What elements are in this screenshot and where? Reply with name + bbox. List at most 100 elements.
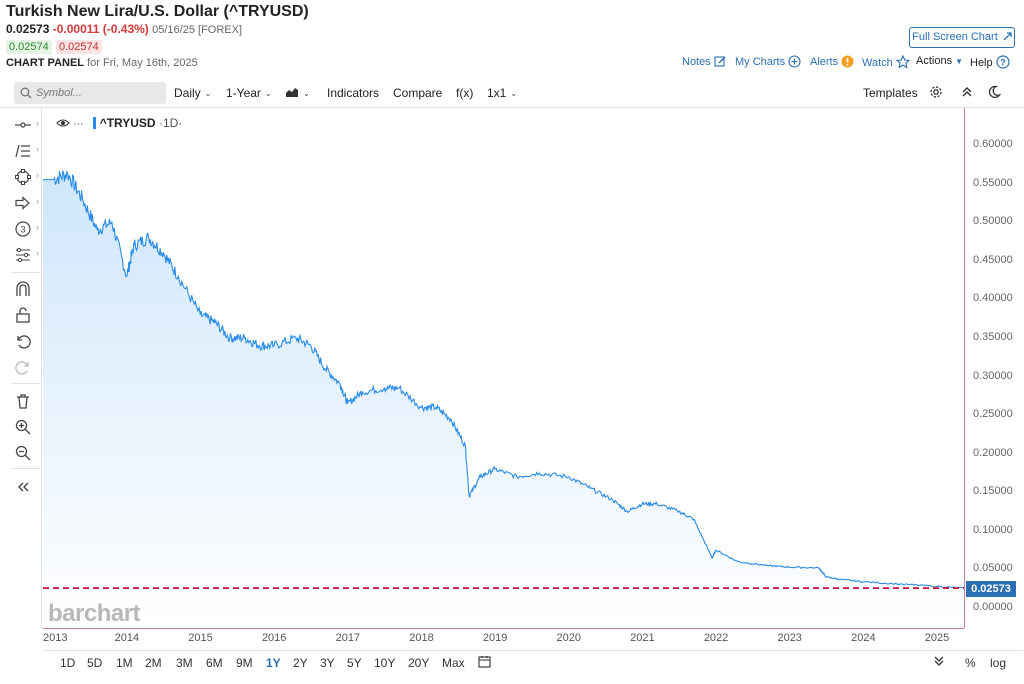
panel-date: for Fri, May 16th, 2025 xyxy=(87,57,198,69)
indicators-button[interactable]: Indicators xyxy=(327,86,380,100)
range-button-10y[interactable]: 10Y xyxy=(374,656,396,670)
range-button-2m[interactable]: 2M xyxy=(145,656,162,670)
star-icon xyxy=(895,54,911,69)
toolbar-divider xyxy=(0,107,1024,108)
watch-label: Watch xyxy=(862,57,893,69)
symbol-input[interactable] xyxy=(36,85,160,101)
watch-link[interactable]: Watch xyxy=(862,54,911,69)
magnet-tool[interactable] xyxy=(12,278,40,300)
collapse-toolbar-button[interactable] xyxy=(961,85,973,102)
price-tick-label: 0.05000 xyxy=(973,562,1013,575)
range-button-max[interactable]: Max xyxy=(442,656,465,670)
time-tick-label: 2016 xyxy=(261,632,287,644)
undo-button[interactable] xyxy=(12,330,40,352)
pattern-tool[interactable]: › xyxy=(12,244,40,266)
price-tick-label: 0.60000 xyxy=(973,138,1013,150)
chevron-down-icon: ⌄ xyxy=(303,89,310,98)
chart-type-dropdown[interactable]: ⌄ xyxy=(285,86,310,100)
symbol-search[interactable] xyxy=(14,82,166,104)
series-area-fill xyxy=(43,171,964,628)
layout-dropdown[interactable]: 1x1 ⌄ xyxy=(487,86,517,100)
shape-icon xyxy=(15,169,31,185)
alerts-label: Alerts xyxy=(810,56,839,68)
my-charts-link[interactable]: My Charts xyxy=(735,55,801,68)
help-link[interactable]: Help ? xyxy=(970,55,1010,69)
time-tick-label: 2013 xyxy=(43,632,68,644)
chevron-down-icon: ⌄ xyxy=(510,89,518,98)
ask-price: 0.02574 xyxy=(56,40,102,54)
price-tick-label: 0.30000 xyxy=(973,369,1013,382)
plus-circle-icon xyxy=(788,55,801,68)
collapse-drawing-toolbar[interactable] xyxy=(12,476,40,498)
price-tick-label: 0.50000 xyxy=(973,215,1013,228)
range-button-3m[interactable]: 3M xyxy=(176,656,193,670)
range-button-5y[interactable]: 5Y xyxy=(347,656,362,670)
range-button-1y[interactable]: 1Y xyxy=(266,656,281,670)
delete-drawings-button[interactable] xyxy=(12,390,40,412)
last-price-label: 0.02573 xyxy=(966,581,1016,597)
time-tick-label: 2023 xyxy=(777,632,802,644)
chart-plot-area[interactable] xyxy=(43,108,964,628)
series-line xyxy=(43,169,964,589)
range-button-6m[interactable]: 6M xyxy=(206,656,223,670)
range-button-5d[interactable]: 5D xyxy=(87,656,103,670)
compare-button[interactable]: Compare xyxy=(393,86,443,100)
full-screen-chart-button[interactable]: Full Screen Chart xyxy=(909,27,1015,48)
range-dropdown[interactable]: 1-Year ⌄ xyxy=(226,86,272,100)
redo-button[interactable] xyxy=(12,356,40,378)
range-button-20y[interactable]: 20Y xyxy=(408,656,430,670)
price-chart xyxy=(43,169,964,628)
alerts-link[interactable]: Alerts xyxy=(810,55,854,68)
chart-panel-label: CHART PANEL for Fri, May 16th, 2025 xyxy=(6,57,198,69)
price-tick-label: 0.35000 xyxy=(973,330,1013,343)
shape-tool[interactable]: › xyxy=(12,166,40,188)
arrow-right-icon xyxy=(15,196,30,210)
gear-icon xyxy=(930,86,942,98)
range-button-2y[interactable]: 2Y xyxy=(293,656,308,670)
price-tick-label: 0.45000 xyxy=(973,253,1013,266)
arrow-tool[interactable]: › xyxy=(12,192,40,214)
undo-icon xyxy=(17,335,31,349)
toolbar-separator xyxy=(12,272,40,273)
help-label: Help xyxy=(970,57,993,69)
zoom-in-button[interactable] xyxy=(12,416,40,438)
range-button-9m[interactable]: 9M xyxy=(236,656,253,670)
expand-bottom-button[interactable] xyxy=(934,655,944,670)
log-scale-toggle[interactable]: log xyxy=(990,656,1007,670)
series-legend[interactable]: ⋯ ^TRYUSD ·1D· xyxy=(56,116,182,130)
actions-menu[interactable]: Actions ▼ xyxy=(916,55,963,67)
settings-button[interactable] xyxy=(929,85,943,102)
range-button-1d[interactable]: 1D xyxy=(60,656,76,670)
lock-tool[interactable] xyxy=(12,304,40,326)
notes-link[interactable]: Notes xyxy=(682,55,727,68)
date-range-picker[interactable] xyxy=(478,655,491,671)
chevron-right-icon: › xyxy=(36,118,39,128)
functions-button[interactable]: f(x) xyxy=(456,86,474,100)
price-tick-label: 0.10000 xyxy=(973,523,1013,536)
elliott-wave-tool[interactable]: 3 › xyxy=(12,218,40,240)
trendline-tool[interactable]: › xyxy=(12,114,40,136)
toolbar-separator xyxy=(12,468,40,469)
dark-mode-toggle[interactable] xyxy=(987,85,1002,102)
lock-icon xyxy=(16,307,30,323)
layout-label: 1x1 xyxy=(487,86,507,100)
last-price: 0.02573 xyxy=(6,22,50,36)
time-tick-label: 2025 xyxy=(924,632,950,644)
price-change: -0.00011 (-0.43%) xyxy=(52,22,149,36)
interval-dropdown[interactable]: Daily ⌄ xyxy=(174,86,211,100)
chevron-down-icon: ⌄ xyxy=(204,89,212,98)
price-tick-label: 0.40000 xyxy=(973,292,1013,305)
time-tick-label: 2015 xyxy=(188,632,213,644)
panel-title: CHART PANEL xyxy=(6,57,85,69)
percent-scale-toggle[interactable]: % xyxy=(965,656,976,670)
fibonacci-tool[interactable]: › xyxy=(12,140,40,162)
range-button-3y[interactable]: 3Y xyxy=(320,656,335,670)
zoom-out-button[interactable] xyxy=(12,442,40,464)
numbered-circle-icon: 3 xyxy=(15,221,31,237)
templates-button[interactable]: Templates xyxy=(863,86,918,100)
redo-icon xyxy=(15,361,29,375)
toolbar-separator xyxy=(12,383,40,384)
range-button-1m[interactable]: 1M xyxy=(116,656,133,670)
magnet-icon xyxy=(16,281,30,296)
price-axis[interactable] xyxy=(964,108,1024,628)
